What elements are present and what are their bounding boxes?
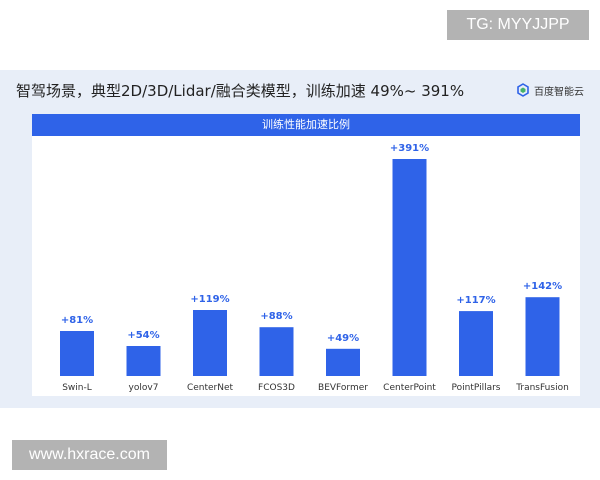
bar-centerpoint [392, 159, 427, 376]
x-tick-label: TransFusion [515, 383, 569, 393]
baidu-cloud-logo-icon [517, 83, 529, 97]
bar-transfusion [525, 297, 560, 376]
bar-chart: +81% Swin-L +54% yolov7 +119% CenterNet +88% FC… [60, 143, 569, 393]
x-tick-label: yolov7 [129, 383, 159, 393]
x-tick-label: PointPillars [452, 383, 501, 393]
x-tick-label: Swin-L [62, 383, 92, 393]
bar-centernet [193, 310, 227, 376]
data-label: +54% [127, 330, 159, 341]
watermark-url: www.hxrace.com [12, 440, 167, 470]
slide: 智驾场景，典型2D/3D/Lidar/融合类模型，训练加速 49%~ 391% … [0, 70, 600, 408]
data-label: +119% [190, 294, 229, 305]
data-label: +49% [327, 333, 359, 344]
bar-fcos3d [259, 327, 294, 376]
brand-logo: 百度智能云 [516, 82, 584, 98]
telegram-badge: TG: MYYJJPP [447, 10, 589, 40]
data-label: +117% [456, 295, 495, 306]
x-tick-label: BEVFormer [318, 383, 368, 393]
bar-swin-l [60, 331, 94, 376]
bar-pointpillars [459, 311, 493, 376]
data-label: +391% [390, 143, 429, 154]
bar-bevformer [326, 348, 360, 376]
slide-title: 智驾场景，典型2D/3D/Lidar/融合类模型，训练加速 49%~ 391% [16, 82, 465, 100]
data-label: +88% [260, 311, 292, 322]
data-label: +81% [61, 315, 93, 326]
x-tick-label: CenterPoint [383, 383, 436, 393]
x-tick-label: CenterNet [187, 383, 234, 393]
chart-title: 训练性能加速比例 [32, 114, 580, 136]
bar-yolov7 [126, 346, 161, 376]
chart-panel: 训练性能加速比例 +81% Swin-L +54% yolov7 +119% Center… [32, 114, 580, 396]
data-label: +142% [523, 281, 562, 292]
x-tick-label: FCOS3D [258, 383, 295, 393]
brand-name: 百度智能云 [534, 86, 584, 98]
